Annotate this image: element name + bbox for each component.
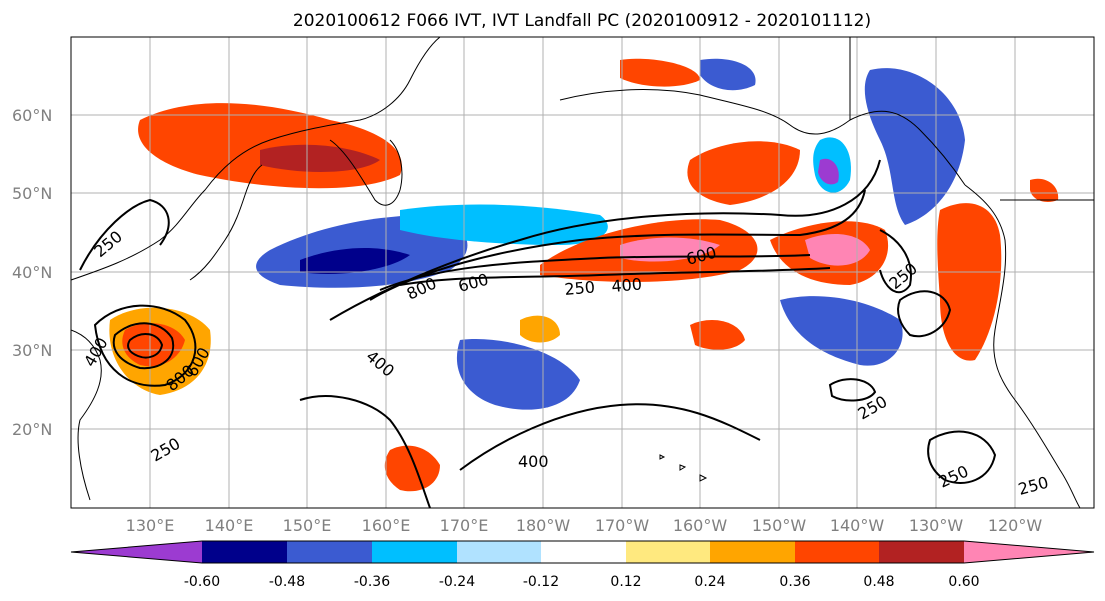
colorbar-tick-label: -0.24 (439, 574, 475, 590)
lon-label: 170°E (440, 516, 489, 535)
coastline-west-coast (964, 184, 1081, 508)
coastline-japan (189, 164, 263, 281)
contour-label: 400 (518, 452, 549, 471)
contour-line (93, 304, 197, 387)
lon-label: 140°E (205, 516, 254, 535)
contour-line (379, 254, 811, 291)
shading-blob (690, 320, 745, 350)
longitude-labels: 130°E 140°E 150°E 160°E 170°E 180°W 170°… (126, 516, 1043, 535)
shading-blob (864, 68, 965, 225)
coastline-asia-south (71, 329, 102, 501)
shading-blob (780, 296, 903, 366)
lon-label: 170°W (595, 516, 650, 535)
lat-label: 30°N (12, 341, 52, 360)
contour-line (399, 267, 831, 286)
contour-line (897, 290, 952, 338)
colorbar-cell (626, 541, 710, 563)
lon-label: 150°E (283, 516, 332, 535)
lon-label: 120°W (988, 516, 1043, 535)
contour-line (459, 403, 761, 471)
contour-line (927, 430, 997, 484)
shading-blob (620, 58, 700, 87)
ivt-contours (79, 159, 997, 508)
lon-label: 160°E (362, 516, 411, 535)
lat-label: 60°N (12, 106, 52, 125)
shading-blob (818, 158, 839, 185)
colorbar-cell (795, 541, 879, 563)
contour-label: 250 (564, 277, 596, 299)
colorbar-tick-label: -0.48 (269, 574, 305, 590)
shading-blob (384, 445, 440, 492)
coastline-asia (71, 37, 441, 281)
lon-label: 160°W (673, 516, 728, 535)
lon-label: 140°W (830, 516, 885, 535)
colorbar-cell (964, 541, 1094, 563)
lon-label: 130°E (126, 516, 175, 535)
colorbar-tick-label: 0.12 (610, 574, 641, 590)
latitude-labels: 20°N 30°N 40°N 50°N 60°N (12, 106, 52, 439)
colorbar-cell (287, 541, 372, 563)
shading-blob (300, 248, 410, 275)
colorbar-tick-label: 0.36 (779, 574, 810, 590)
shading-blob (520, 315, 560, 343)
lon-label: 150°W (752, 516, 807, 535)
lat-label: 20°N (12, 420, 52, 439)
colorbar-tick-label: -0.12 (523, 574, 559, 590)
coastline-alaska (559, 89, 966, 186)
colorbar-outline (70, 540, 1095, 564)
map-frame (70, 36, 1095, 509)
contour-line (112, 322, 175, 370)
shading-blob (687, 141, 800, 205)
colorbar-tick-label: -0.36 (354, 574, 390, 590)
lat-label: 50°N (12, 184, 52, 203)
colorbar-cell (710, 541, 795, 563)
colorbar-cell (457, 541, 541, 563)
shading-blob (805, 234, 870, 266)
shading-blob (400, 204, 608, 245)
shading-blob (260, 144, 380, 172)
contour-line (329, 159, 881, 321)
map-title: 2020100612 F066 IVT, IVT Landfall PC (20… (293, 11, 871, 31)
shading-blob (700, 58, 756, 91)
contour-line (828, 378, 877, 402)
colorbar: -0.60 -0.48 -0.36 -0.24 -0.12 0.12 0.24 … (70, 540, 1095, 590)
lon-label: 180°W (516, 516, 571, 535)
shading-blob (1030, 178, 1059, 202)
shading-blob (620, 237, 720, 262)
contour-line (79, 198, 170, 271)
lat-label: 40°N (12, 263, 52, 282)
contour-line (879, 229, 912, 294)
lon-label: 130°W (909, 516, 964, 535)
map-gridlines (71, 37, 1094, 508)
contour-line (127, 333, 164, 359)
hawaii-islands (659, 454, 708, 482)
colorbar-tick-label: 0.48 (863, 574, 894, 590)
shading-blob (937, 203, 1002, 361)
colorbar-cell (202, 541, 287, 563)
colorbar-cell (541, 541, 626, 563)
colorbar-tick-label: 0.60 (948, 574, 979, 590)
contour-line (299, 395, 431, 508)
map-area: 250 400 600 800 250 400 600 800 250 400 … (70, 36, 1095, 509)
contour-line (369, 189, 866, 301)
colorbar-tick-label: -0.60 (184, 574, 220, 590)
shading-blob (456, 339, 580, 410)
colorbar-tick-label: 0.24 (694, 574, 725, 590)
colorbar-cell (372, 541, 457, 563)
coastlines (71, 37, 1094, 508)
coastline-kamchatka (329, 139, 403, 206)
colorbar-cell (879, 541, 964, 563)
contour-label: 400 (611, 274, 643, 296)
colorbar-cell (71, 541, 202, 563)
